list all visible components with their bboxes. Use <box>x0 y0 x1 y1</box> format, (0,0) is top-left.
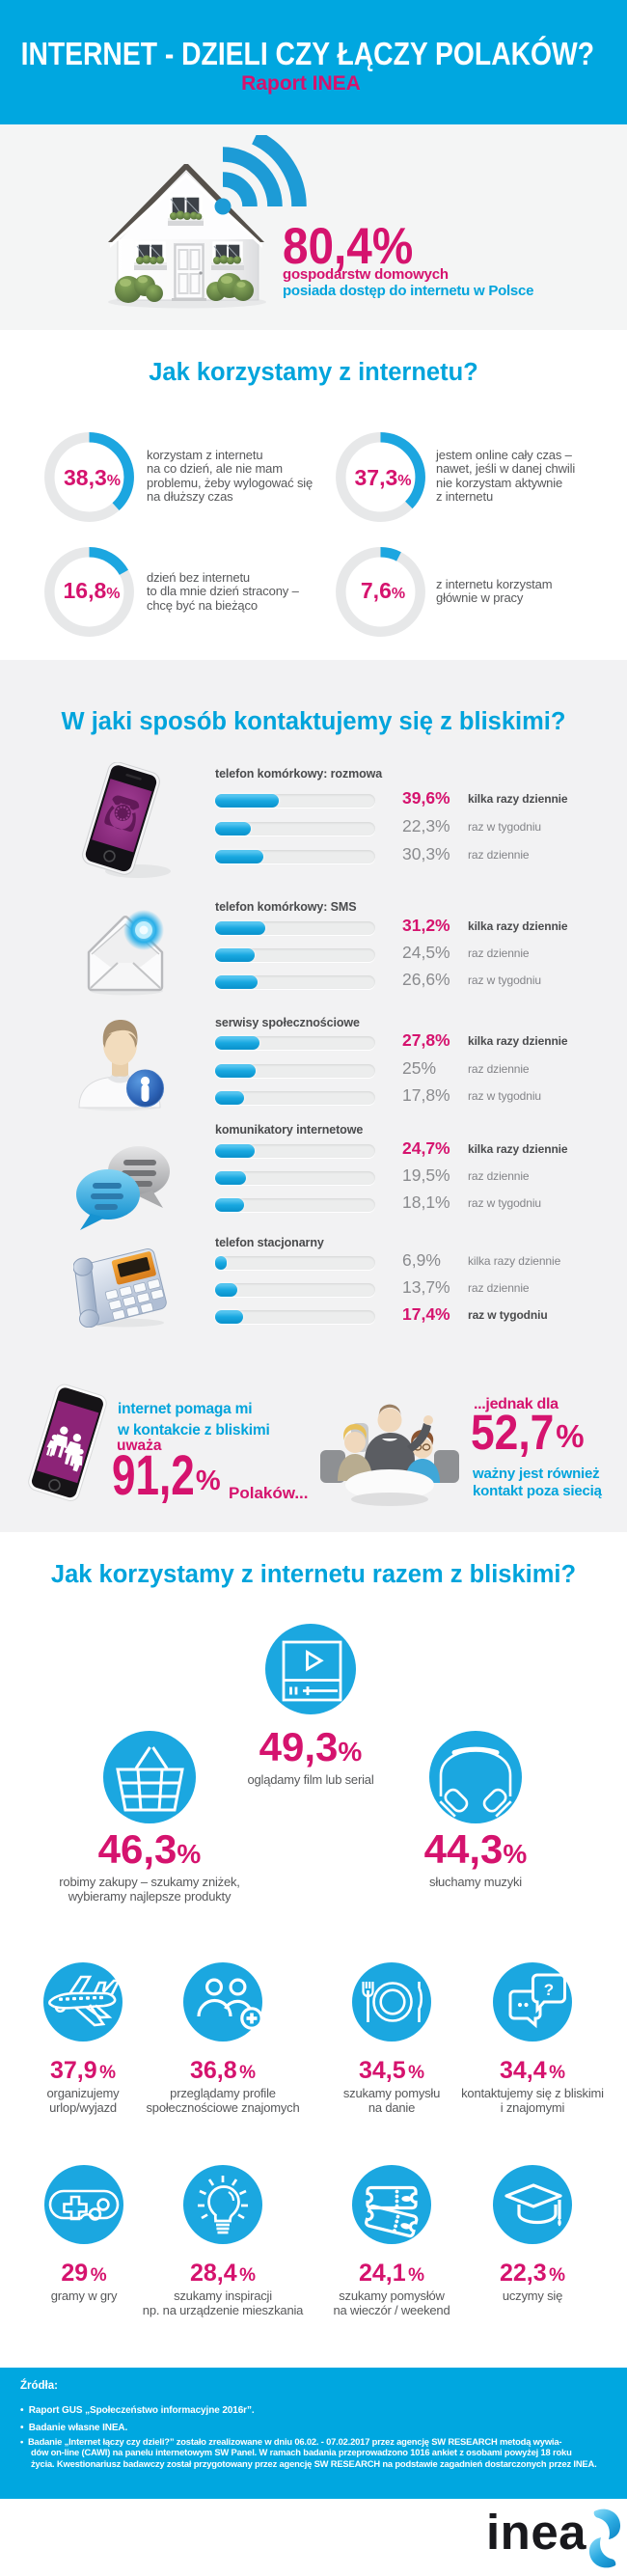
svg-text:?: ? <box>544 1981 554 1999</box>
